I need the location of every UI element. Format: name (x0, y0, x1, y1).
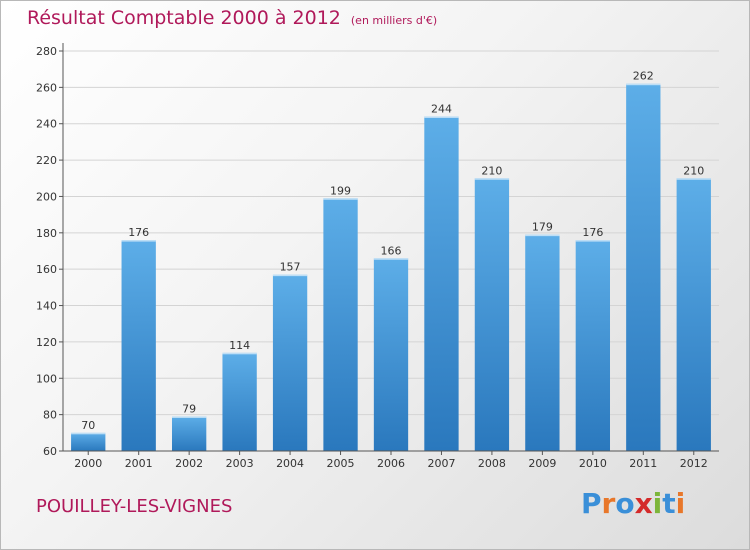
x-tick-label: 2011 (629, 457, 657, 470)
commune-name: POUILLEY-LES-VIGNES (36, 496, 233, 517)
x-tick-label: 2000 (74, 457, 102, 470)
logo-letter: r (601, 487, 616, 520)
value-label: 210 (683, 164, 704, 177)
logo-letter: x (634, 487, 653, 520)
y-tick-label: 240 (36, 118, 57, 131)
logo-letter: P (581, 487, 602, 520)
unit-note: (en milliers d'€) (350, 14, 438, 27)
y-tick-label: 280 (36, 45, 57, 58)
y-tick-label: 80 (43, 409, 57, 422)
bar-highlight (676, 178, 711, 180)
bar-highlight (424, 116, 459, 118)
x-tick-label: 2008 (478, 457, 506, 470)
labels: 60 80 100 120 140 160 180 200 220 240 260 280 70 2000… (36, 45, 708, 470)
y-tick-label: 160 (36, 263, 57, 276)
bar (323, 198, 358, 451)
bar (373, 258, 409, 451)
value-label: 262 (633, 70, 654, 83)
x-tick-label: 2006 (377, 457, 405, 470)
value-label: 176 (128, 226, 149, 239)
x-tick-label: 2009 (528, 457, 556, 470)
value-label: 199 (330, 184, 351, 197)
x-tick-label: 2001 (125, 457, 153, 470)
bar-highlight (525, 234, 560, 237)
bar (171, 416, 207, 451)
bar-highlight (323, 198, 358, 200)
bar-highlight (626, 83, 661, 86)
bar (626, 83, 661, 452)
bar-highlight (71, 432, 106, 435)
value-label: 166 (381, 244, 402, 257)
x-tick-label: 2004 (276, 457, 304, 470)
value-label: 157 (280, 261, 301, 274)
bar-highlight (222, 352, 257, 355)
bar (474, 178, 510, 452)
y-tick-label: 120 (36, 336, 57, 349)
bar (222, 352, 257, 451)
bar-highlight (474, 178, 510, 180)
x-tick-label: 2010 (579, 457, 607, 470)
y-tick-label: 180 (36, 227, 57, 240)
x-tick-label: 2003 (226, 457, 254, 470)
bar-highlight (121, 240, 156, 242)
value-label: 244 (431, 102, 452, 115)
logo-letter: i (675, 487, 686, 520)
value-label: 179 (532, 221, 553, 234)
x-tick-label: 2002 (175, 457, 203, 470)
bar-highlight (171, 416, 207, 418)
bar (272, 274, 308, 451)
title-text: Résultat Comptable 2000 à 2012 (27, 7, 341, 29)
value-label: 210 (481, 164, 502, 177)
bar-highlight (575, 240, 611, 242)
chart-title: Résultat Comptable 2000 à 2012 (en millie… (27, 7, 437, 29)
x-tick-label: 2005 (327, 457, 355, 470)
x-tick-label: 2012 (680, 457, 708, 470)
y-tick-label: 220 (36, 154, 57, 167)
y-tick-label: 100 (36, 372, 57, 385)
bar-highlight (272, 274, 308, 277)
bar (676, 178, 711, 452)
value-label: 176 (582, 226, 603, 239)
y-tick-label: 260 (36, 81, 57, 94)
bars (71, 83, 711, 452)
bar (424, 116, 459, 452)
logo-letter: i (652, 487, 663, 520)
proxiti-logo: Proxiti (581, 487, 685, 520)
x-tick-label: 2007 (427, 457, 455, 470)
value-label: 79 (182, 402, 196, 415)
bar (121, 240, 156, 451)
bar-highlight (373, 258, 409, 260)
logo-letter: o (615, 487, 635, 520)
y-tick-label: 200 (36, 190, 57, 203)
y-tick-label: 60 (43, 445, 57, 458)
value-label: 114 (229, 339, 250, 352)
y-tick-label: 140 (36, 300, 57, 313)
axes (59, 43, 719, 455)
bar (575, 240, 611, 451)
bar (525, 234, 560, 451)
logo-letter: t (662, 487, 676, 520)
bar (71, 432, 106, 451)
value-label: 70 (81, 419, 95, 432)
